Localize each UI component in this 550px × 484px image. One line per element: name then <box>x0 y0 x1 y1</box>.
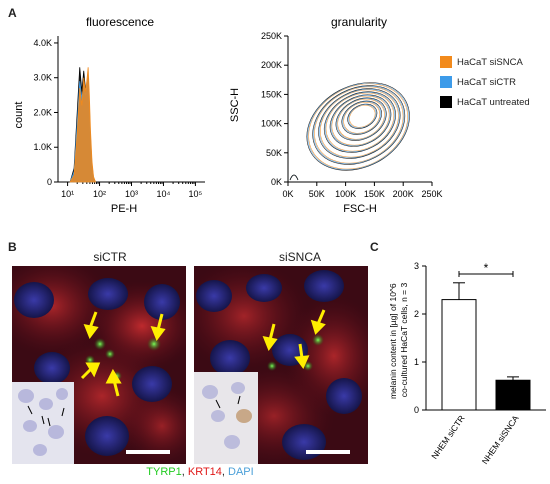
micrograph-title-sisnca: siSNCA <box>278 250 321 264</box>
stain-tyrp1: TYRP1 <box>146 466 182 478</box>
fluorescence-y-tick-label: 4.0K <box>33 38 52 48</box>
granularity-y-tick-label: 100K <box>261 119 282 129</box>
melanin-y-tick-label: 3 <box>414 261 419 271</box>
granularity-ylabel: SSC-H <box>229 88 241 122</box>
panel-c-chart: melanin content in [µg] of 10^6 co-cultu… <box>388 261 546 466</box>
granularity-contour <box>329 94 392 147</box>
granularity-x-tick-label: 0K <box>282 189 293 199</box>
significance-star: * <box>484 261 489 275</box>
granularity-y-tick-label: 150K <box>261 89 282 99</box>
granularity-x-tick-label: 200K <box>393 189 414 199</box>
granularity-contour <box>308 83 408 170</box>
micrograph-sictr <box>12 266 186 464</box>
fluorescence-ylabel: count <box>13 102 25 129</box>
fluorescence-x-tick-label: 10³ <box>125 189 138 199</box>
granularity-contour <box>347 103 378 129</box>
stain-krt14: KRT14 <box>187 466 222 478</box>
legend-label-sictr: HaCaT siCTR <box>457 76 516 88</box>
granularity-contour <box>324 92 395 153</box>
granularity-x-tick-label: 100K <box>335 189 356 199</box>
fluorescence-series-area <box>69 67 97 183</box>
granularity-edge-contour <box>289 174 299 181</box>
melanin-bar <box>495 379 531 411</box>
stain-caption: TYRP1, KRT14, DAPI <box>80 466 320 478</box>
granularity-contour <box>318 88 401 159</box>
stain-sep-2: , <box>221 466 229 478</box>
granularity-contour <box>349 104 376 128</box>
granularity-contour <box>331 95 390 146</box>
micrograph-sisnca-image <box>194 266 368 464</box>
panel-a-charts: fluorescence count PE-H 0 1.0K 2.0K 3.0K 4.0… <box>13 15 443 215</box>
legend-label-untreated: HaCaT untreated <box>457 96 530 108</box>
melanin-category-label: NHEM siCTR <box>429 413 466 461</box>
fluorescence-y-tick-label: 3.0K <box>33 73 52 83</box>
melanin-y-tick-label: 1 <box>414 357 419 367</box>
granularity-contour <box>342 101 381 135</box>
granularity-contour <box>319 89 399 158</box>
fluorescence-title: fluorescence <box>86 15 154 29</box>
panel-letter-c: C <box>370 240 379 254</box>
legend-item-untreated: HaCaT untreated <box>440 96 530 108</box>
granularity-contour <box>324 91 396 153</box>
fluorescence-x-tick-label: 10⁴ <box>157 189 171 199</box>
granularity-contour <box>341 100 382 135</box>
granularity-contour <box>307 82 409 170</box>
fluorescence-y-tick-label: 1.0K <box>33 142 52 152</box>
granularity-contour <box>343 101 381 134</box>
granularity-contour <box>313 85 405 165</box>
panel-letter-b: B <box>8 240 17 254</box>
fluorescence-x-tick-label: 10⁵ <box>189 189 203 199</box>
fluorescence-y-tick-label: 0 <box>47 177 52 187</box>
melanin-y-tick-label: 0 <box>414 405 419 415</box>
fluorescence-x-tick-label: 10² <box>93 189 106 199</box>
legend-label-sisnca: HaCaT siSNCA <box>457 56 523 68</box>
legend-swatch-sisnca <box>440 56 452 68</box>
panel-letter-a: A <box>8 6 17 20</box>
granularity-contour <box>306 82 410 171</box>
granularity-x-tick-label: 250K <box>421 189 442 199</box>
granularity-contour <box>337 98 385 140</box>
fluorescence-y-tick-label: 2.0K <box>33 107 52 117</box>
granularity-contour <box>336 98 386 141</box>
granularity-y-tick-label: 250K <box>261 31 282 41</box>
granularity-title: granularity <box>331 15 387 29</box>
granularity-y-tick-label: 0K <box>271 177 282 187</box>
granularity-contour <box>319 88 400 159</box>
legend-swatch-sictr <box>440 76 452 88</box>
stain-dapi: DAPI <box>228 466 254 478</box>
granularity-xlabel: FSC-H <box>343 203 377 215</box>
legend: HaCaT siSNCA HaCaT siCTR HaCaT untreated <box>440 56 550 116</box>
legend-item-sisnca: HaCaT siSNCA <box>440 56 523 68</box>
melanin-y-tick-label: 2 <box>414 309 419 319</box>
micrograph-sictr-image <box>12 266 186 464</box>
granularity-contour <box>312 85 406 165</box>
melanin-ylabel-line1: melanin content in [µg] of 10^6 co-cultu… <box>388 281 409 399</box>
stain-sep-1: , <box>181 466 188 478</box>
granularity-contour <box>325 92 395 152</box>
melanin-bar <box>441 299 477 411</box>
granularity-y-tick-label: 50K <box>266 148 282 158</box>
micrograph-title-sictr: siCTR <box>93 250 127 264</box>
granularity-contour <box>335 97 387 141</box>
granularity-x-tick-label: 150K <box>364 189 385 199</box>
legend-swatch-untreated <box>440 96 452 108</box>
granularity-contour <box>314 86 404 164</box>
melanin-category-label: NHEM siSNCA <box>480 413 521 466</box>
fluorescence-x-tick-label: 10¹ <box>61 189 74 199</box>
granularity-y-tick-label: 200K <box>261 60 282 70</box>
granularity-x-tick-label: 50K <box>309 189 325 199</box>
legend-item-sictr: HaCaT siCTR <box>440 76 516 88</box>
micrograph-sisnca <box>194 266 368 464</box>
granularity-contour <box>348 104 377 129</box>
fluorescence-xlabel: PE-H <box>111 203 137 215</box>
granularity-contour <box>330 95 391 147</box>
